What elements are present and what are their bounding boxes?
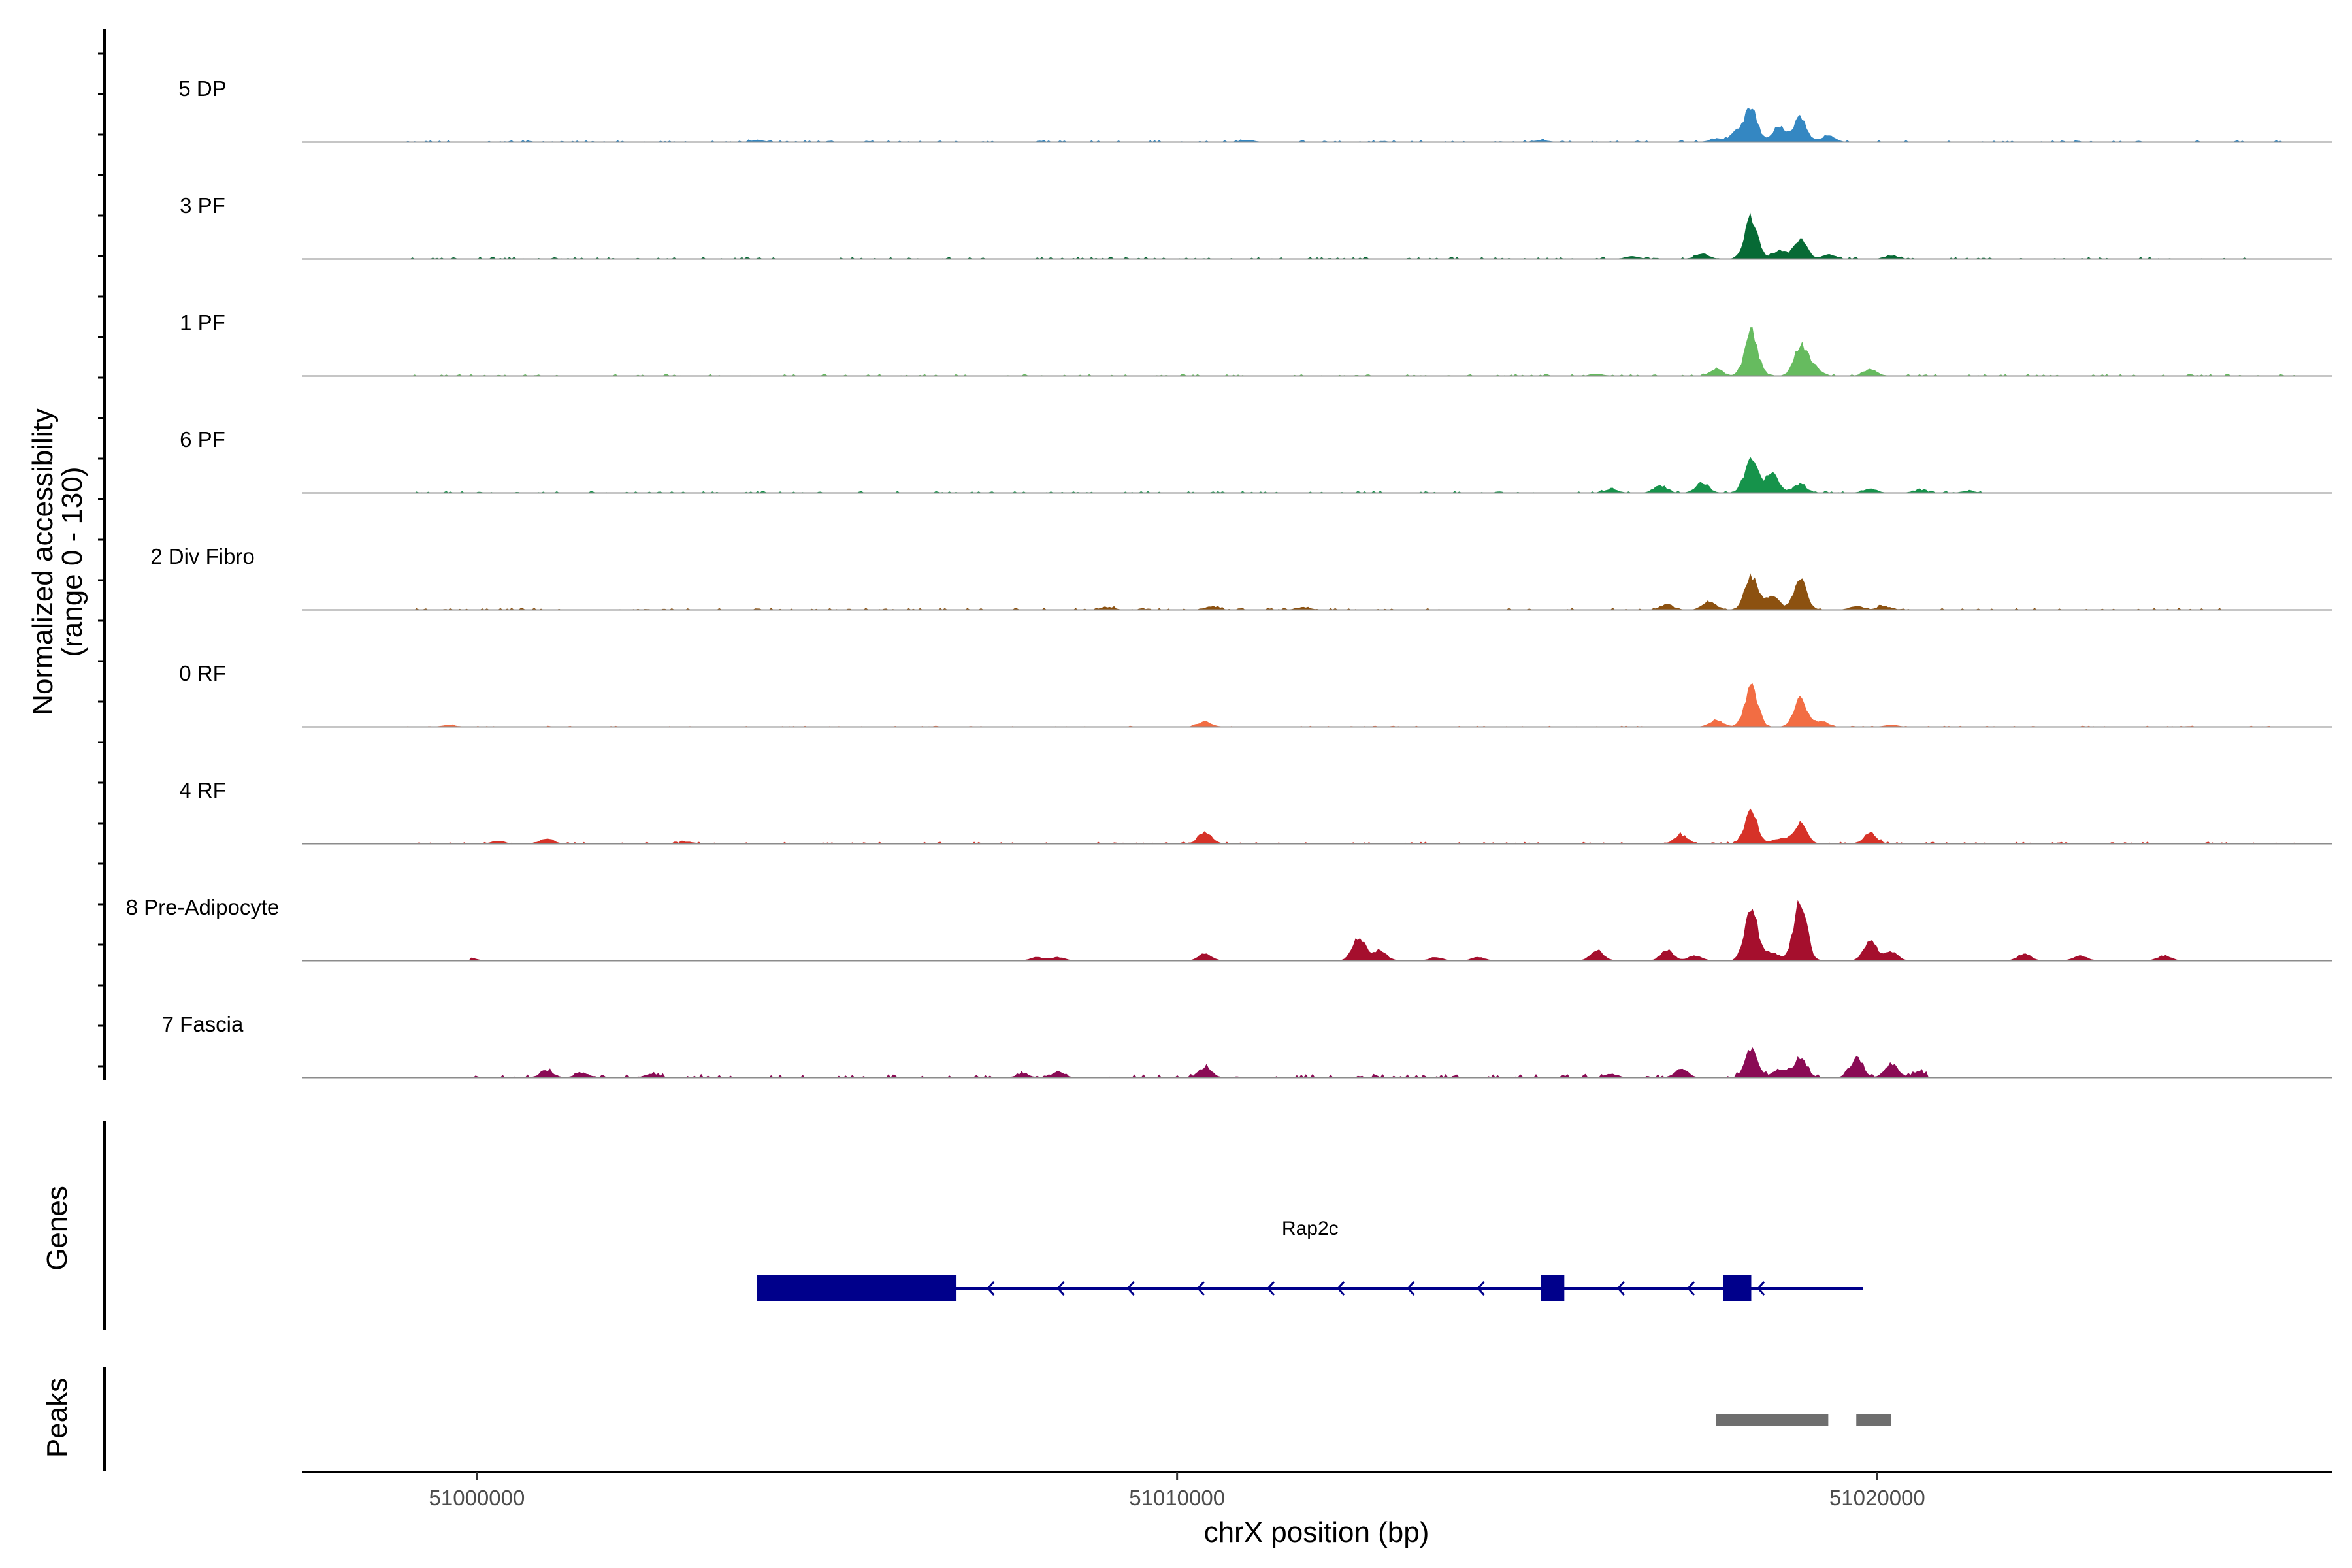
track-7-fascia: 7 Fascia [162, 1012, 2332, 1079]
coverage-area [302, 900, 2332, 960]
track-label: 5 DP [178, 76, 226, 101]
coverage-area [302, 212, 2332, 259]
x-axis-title: chrX position (bp) [1204, 1516, 1429, 1548]
coverage-area [302, 1047, 2332, 1077]
gene-exon [1541, 1275, 1565, 1301]
strand-arrow-icon [1266, 1281, 1275, 1296]
coverage-area [302, 683, 2332, 727]
gene-rap2c: Rap2c [757, 1218, 1863, 1301]
y-axis-title-line2: (range 0 - 130) [56, 466, 88, 657]
gene-exon [1723, 1275, 1752, 1301]
genes-track-title: Genes [41, 1186, 73, 1271]
track-label: 8 Pre-Adipocyte [126, 895, 280, 919]
peak-region [1856, 1414, 1891, 1426]
coverage-area [302, 107, 2332, 142]
y-axis-title-line1: Normalized accessibility [27, 408, 59, 715]
peak-region [1716, 1414, 1829, 1426]
track-3-pf: 3 PF [180, 193, 2332, 260]
coverage-area [302, 457, 2332, 493]
track-0-rf: 0 RF [179, 661, 2332, 728]
coverage-tracks: 5 DP 3 PF 1 PF 6 PF 2 Div Fibro 0 RF 4 RF 8 Pre… [126, 76, 2332, 1079]
strand-arrow-icon [1477, 1281, 1485, 1296]
track-label: 6 PF [180, 427, 225, 451]
strand-arrow-icon [1056, 1281, 1065, 1296]
strand-arrow-icon [1616, 1281, 1625, 1296]
gene-exon [757, 1275, 957, 1301]
track-4-rf: 4 RF [179, 778, 2332, 845]
strand-arrow-icon [1196, 1281, 1205, 1296]
peaks-track-title: Peaks [41, 1378, 73, 1458]
x-tick-label: 51010000 [1129, 1486, 1225, 1510]
strand-arrow-icon [1686, 1281, 1695, 1296]
track-2-div-fibro: 2 Div Fibro [150, 544, 2332, 611]
gene-label: Rap2c [1282, 1218, 1339, 1239]
x-tick-label: 51020000 [1829, 1486, 1925, 1510]
coverage-area [302, 327, 2332, 376]
track-6-pf: 6 PF [180, 427, 2332, 494]
coverage-area [302, 808, 2332, 843]
coverage-area [302, 573, 2332, 610]
strand-arrow-icon [1126, 1281, 1135, 1296]
track-1-pf: 1 PF [180, 310, 2332, 377]
peaks-track [103, 1367, 1891, 1471]
strand-arrow-icon [1407, 1281, 1415, 1296]
track-label: 2 Div Fibro [150, 544, 255, 568]
track-label: 7 Fascia [162, 1012, 244, 1036]
strand-arrow-icon [987, 1281, 995, 1296]
track-label: 1 PF [180, 310, 225, 335]
track-label: 3 PF [180, 193, 225, 218]
x-tick-label: 51000000 [429, 1486, 525, 1510]
strand-arrow-icon [1757, 1281, 1765, 1296]
track-label: 4 RF [179, 778, 226, 802]
track-5-dp: 5 DP [178, 76, 2332, 143]
x-axis: 51000000 51010000 51020000 [98, 29, 2332, 1510]
track-8-pre-adipocyte: 8 Pre-Adipocyte [126, 895, 2332, 962]
gene-track: Rap2c [103, 1121, 1863, 1330]
track-label: 0 RF [179, 661, 226, 685]
strand-arrow-icon [1337, 1281, 1345, 1296]
